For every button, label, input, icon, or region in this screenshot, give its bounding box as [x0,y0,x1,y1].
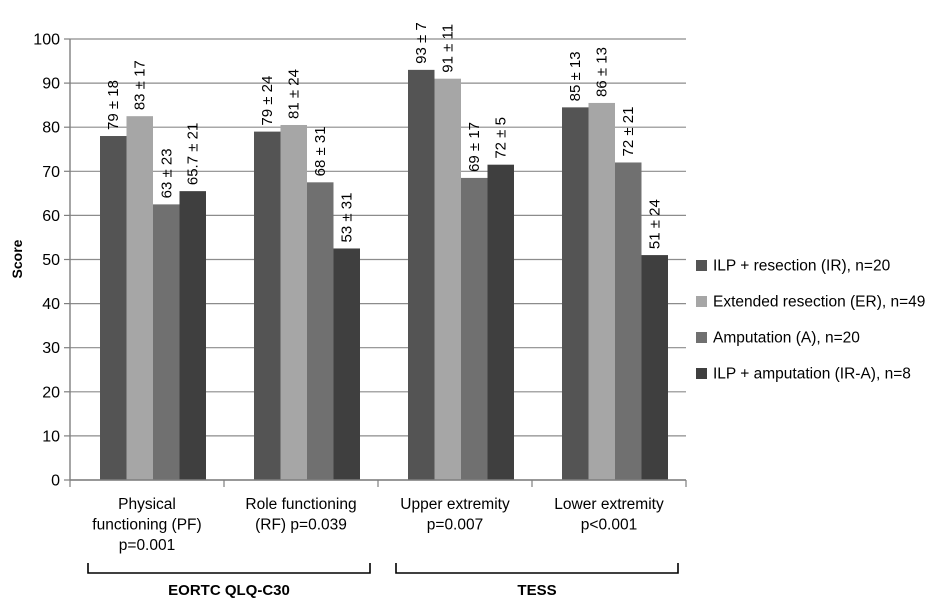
y-tick-label: 10 [42,428,60,445]
bar [615,162,642,481]
x-category-label-line: (RF) p=0.039 [255,517,347,534]
data-label: 79 ± 24 [259,76,276,126]
y-tick-label: 80 [42,120,60,137]
legend-label: Amputation (A), n=20 [713,330,860,347]
y-tick-label: 40 [42,296,60,313]
x-category-label: Physical functioning (PF) p=0.001 [92,496,201,554]
legend-swatch [696,296,707,307]
bar [254,131,281,481]
legend-label: Extended resection (ER), n=49 [713,294,925,311]
bar [100,136,127,480]
axes [64,38,687,487]
data-label: 79 ± 18 [105,80,122,130]
bar [126,116,153,481]
y-axis-label: Score [9,239,25,278]
data-label: 83 ± 17 [132,60,149,110]
y-tick-label: 90 [42,76,60,93]
x-category-label: Role functioning (RF) p=0.039 [245,496,356,534]
bar [588,102,615,480]
legend-swatch [696,260,707,271]
y-tick-label: 50 [42,252,60,269]
data-label: 69 ± 17 [466,122,483,172]
y-tick-label: 70 [42,164,60,181]
data-label: 51 ± 24 [647,199,664,249]
x-category-label-line: p<0.001 [581,517,637,534]
bar [307,182,334,480]
y-tick-label: 60 [42,208,60,225]
bar [333,248,360,480]
y-tick-labels: 0 10 20 30 40 50 60 70 80 90 100 [33,32,60,490]
legend-swatch [696,368,707,379]
data-label: 53 ± 31 [339,193,356,243]
y-tick-label: 30 [42,340,60,357]
x-category-label-line: p=0.001 [119,537,175,554]
bar [179,191,206,480]
group-label: EORTC QLQ-C30 [168,582,290,598]
bars [100,69,668,481]
x-category-label: Upper extremity p=0.007 [400,496,510,534]
bar [461,177,488,481]
y-tick-label: 20 [42,384,60,401]
category-groups: EORTC QLQ-C30 TESS [87,563,679,598]
bar [280,124,307,481]
legend: ILP + resection (IR), n=20 Extended resec… [696,258,925,383]
x-category-label: Lower extremity p<0.001 [554,496,664,534]
x-category-label-line: Physical [118,496,176,513]
data-labels: 79 ± 18 79 ± 24 93 ± 7 85 ± 13 83 ± 17 81 ± 2… [105,22,664,249]
data-label: 68 ± 31 [312,126,329,176]
y-tick-label: 100 [33,32,60,49]
data-label: 93 ± 7 [413,22,430,64]
x-category-label-line: p=0.007 [427,517,483,534]
bar [487,164,514,480]
data-label: 86 ± 13 [594,47,611,97]
group-bracket [395,563,679,574]
bar [408,69,435,481]
legend-label: ILP + amputation (IR-A), n=8 [713,366,911,383]
x-category-label-line: Lower extremity [554,496,664,513]
data-label: 85 ± 13 [567,51,584,101]
x-category-labels: Physical functioning (PF) p=0.001 Role func… [92,496,664,554]
data-label: 72 ± 21 [620,107,637,157]
legend-swatch [696,332,707,343]
bar [562,107,589,480]
legend-label: ILP + resection (IR), n=20 [713,258,891,275]
data-label: 72 ± 5 [493,117,510,159]
bar [641,255,668,480]
data-label: 81 ± 24 [286,69,303,119]
group-bracket [87,563,371,574]
y-tick-label: 0 [51,473,60,490]
data-label: 65.7 ± 21 [185,123,202,185]
bar [153,204,180,480]
data-label: 63 ± 23 [158,148,175,198]
x-category-label-line: Role functioning [245,496,356,513]
x-category-label-line: Upper extremity [400,496,510,513]
group-label: TESS [517,582,556,598]
data-label: 91 ± 11 [440,24,457,73]
bar [434,78,461,480]
x-category-label-line: functioning (PF) [92,517,201,534]
